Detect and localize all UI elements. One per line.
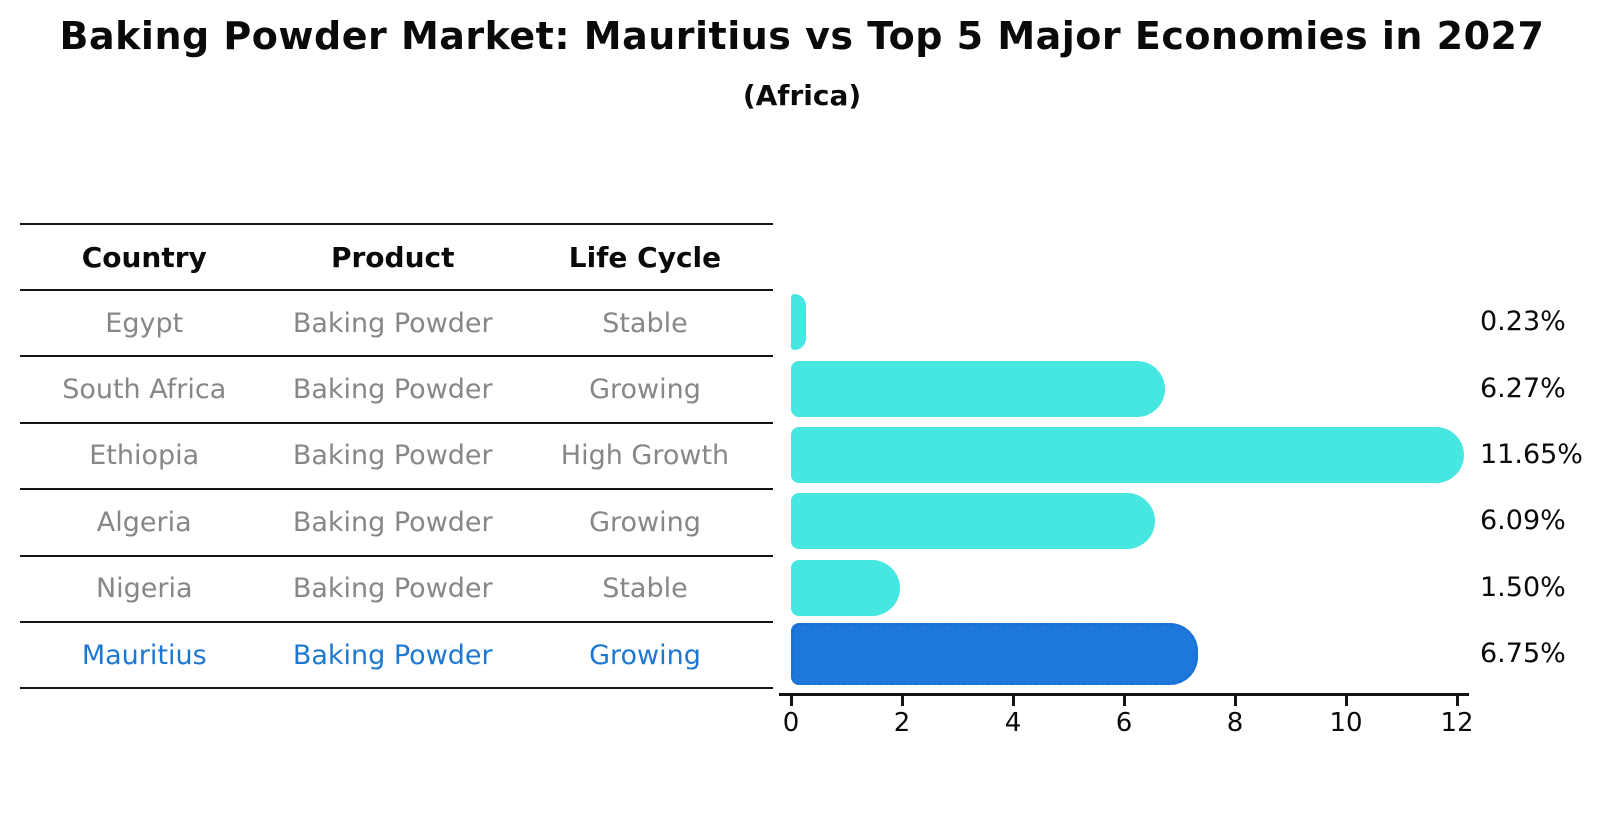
bar-south-africa (791, 360, 1165, 417)
cell-country: Mauritius (81, 639, 207, 671)
cell-life-cycle: High Growth (560, 440, 730, 472)
x-tick-mark (1122, 693, 1126, 706)
bar-nigeria (791, 559, 901, 616)
cell-product: Baking Powder (292, 573, 493, 605)
x-tick-label: 6 (1115, 708, 1133, 738)
cell-product: Baking Powder (292, 639, 493, 671)
cell-life-cycle: Growing (589, 639, 701, 671)
bar-highlight-mauritius (791, 623, 1198, 686)
table-row: Mauritius Baking Powder Growing (20, 623, 773, 690)
cell-life-cycle: Growing (589, 374, 701, 406)
cell-country: Egypt (105, 307, 184, 339)
table-header-row: Country Product Life Cycle (20, 225, 773, 291)
chart-title: Baking Powder Market: Mauritius vs Top 5… (59, 14, 1545, 58)
x-tick-mark (789, 693, 793, 706)
cell-product: Baking Powder (292, 374, 493, 406)
cell-country: Algeria (96, 506, 192, 538)
x-tick-label: 8 (1226, 708, 1244, 738)
value-label: 11.65% (1480, 439, 1583, 470)
cell-country: Ethiopia (89, 440, 200, 472)
country-table: Country Product Life Cycle Egypt Baking P… (20, 223, 773, 690)
table-row: South Africa Baking Powder Growing (20, 357, 773, 424)
cell-life-cycle: Stable (602, 573, 688, 605)
x-tick-label: 12 (1440, 708, 1474, 738)
x-tick-label: 10 (1329, 708, 1363, 738)
x-tick-label: 0 (782, 708, 800, 738)
x-tick-label: 4 (1004, 708, 1022, 738)
value-label: 0.23% (1480, 306, 1566, 338)
cell-product: Baking Powder (292, 307, 493, 339)
value-label: 6.09% (1480, 505, 1566, 537)
x-tick-mark (1455, 693, 1459, 706)
column-header-life-cycle: Life Cycle (568, 240, 722, 274)
bar-algeria (791, 493, 1155, 550)
table-body: Egypt Baking Powder Stable South Africa Baki… (20, 291, 773, 690)
column-header-country: Country (81, 240, 207, 274)
cell-life-cycle: Growing (589, 506, 701, 538)
value-label: 6.75% (1480, 638, 1566, 670)
chart-subtitle: (Africa) (742, 79, 862, 112)
x-tick-mark (1344, 693, 1348, 706)
cell-product: Baking Powder (292, 506, 493, 538)
value-label: 6.27% (1480, 372, 1566, 404)
x-tick-mark (1233, 693, 1237, 706)
x-tick-mark (900, 693, 904, 706)
bar-egypt (791, 294, 806, 351)
cell-life-cycle: Stable (602, 307, 688, 339)
bar-ethiopia (791, 427, 1464, 483)
cell-country: South Africa (62, 374, 227, 406)
table-row: Egypt Baking Powder Stable (20, 291, 773, 358)
table-row: Algeria Baking Powder Growing (20, 490, 773, 557)
column-header-product: Product (330, 240, 455, 274)
value-label: 1.50% (1480, 571, 1566, 603)
table-row: Nigeria Baking Powder Stable (20, 557, 773, 623)
cell-product: Baking Powder (292, 440, 493, 472)
cell-country: Nigeria (95, 573, 193, 605)
x-tick-label: 2 (893, 708, 911, 738)
x-tick-mark (1011, 693, 1015, 706)
table-row: Ethiopia Baking Powder High Growth (20, 424, 773, 491)
